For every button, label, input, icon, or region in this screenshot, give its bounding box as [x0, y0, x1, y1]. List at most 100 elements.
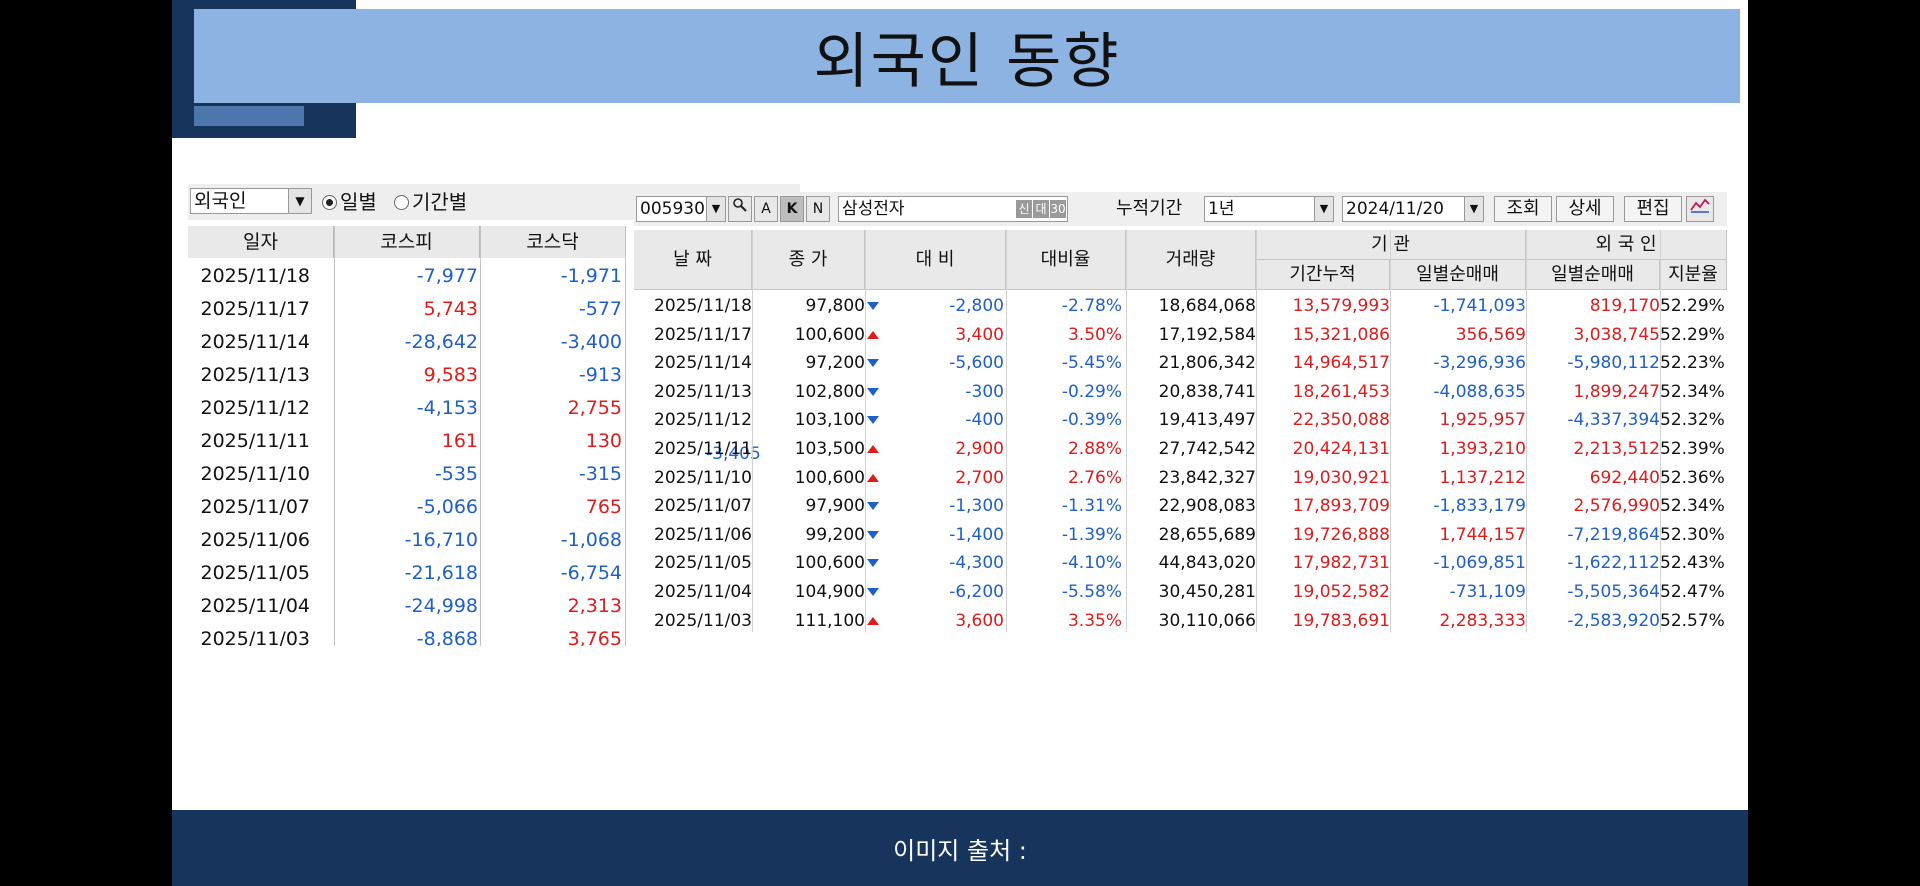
cell-inst-cum: 19,052,582 — [1292, 581, 1390, 602]
radio-period[interactable]: 기간별 — [394, 190, 467, 214]
cell-foreign-daily: -1,622,112 — [1567, 553, 1660, 574]
col-header-change[interactable]: 대 비 — [865, 230, 1006, 290]
magnifier-icon[interactable] — [728, 196, 752, 222]
market-a-button[interactable]: A — [754, 196, 778, 222]
period-select[interactable]: 1년 ▼ — [1204, 196, 1334, 222]
period-label: 누적기간 — [1116, 198, 1183, 219]
cell-change: 2,700 — [955, 467, 1004, 488]
table-row[interactable]: 2025/11/10 100,600 2,700 2.76% 23,842,327 19,… — [634, 464, 1727, 493]
table-row[interactable]: 2025/11/12 103,100 -400 -0.39% 19,413,497 22,… — [634, 406, 1727, 435]
table-row[interactable]: 2025/11/04 -24,998 2,313 — [188, 590, 800, 623]
investor-select[interactable]: 외국인 ▼ — [190, 188, 312, 214]
table-row[interactable]: 2025/11/18 -7,977 -1,971 — [188, 260, 800, 293]
cell-foreign-daily: 819,170 — [1589, 296, 1660, 316]
radio-selected-icon[interactable] — [322, 194, 337, 210]
chevron-down-icon[interactable]: ▼ — [288, 189, 311, 213]
market-rows: 2025/11/18 -7,977 -1,971 2025/11/17 5,743 -57… — [188, 260, 800, 646]
cell-inst-cum: 19,030,921 — [1292, 467, 1390, 488]
table-row[interactable]: 2025/11/05 100,600 -4,300 -4.10% 44,843,020 1… — [634, 549, 1727, 578]
table-row[interactable]: 2025/11/11 161 130 — [188, 425, 800, 458]
cell-kospi: -4,153 — [416, 397, 478, 419]
radio-daily[interactable]: 일별 — [322, 190, 377, 214]
table-row[interactable]: 2025/11/14 97,200 -5,600 -5.45% 21,806,342 14… — [634, 349, 1727, 378]
triangle-up-icon — [867, 473, 879, 482]
cell-foreign-daily: 2,213,512 — [1573, 438, 1660, 459]
cell-inst-daily: 356,569 — [1455, 324, 1526, 345]
market-k-button[interactable]: K — [780, 196, 804, 222]
col-header-inst-cumulative[interactable]: 기간누적 — [1256, 260, 1390, 290]
column-divider — [1256, 230, 1257, 632]
chevron-down-icon[interactable]: ▼ — [1464, 197, 1483, 221]
cell-share: 52.47% — [1660, 581, 1725, 602]
cell-date: 2025/11/05 — [200, 562, 310, 584]
table-row[interactable]: 2025/11/06 99,200 -1,400 -1.39% 28,655,689 19… — [634, 521, 1727, 550]
table-row[interactable]: 2025/11/03 -8,868 3,765 — [188, 623, 800, 646]
col-header-volume[interactable]: 거래량 — [1126, 230, 1256, 290]
table-row[interactable]: 2025/11/07 -5,066 765 — [188, 491, 800, 524]
table-row[interactable]: 2025/11/05 -21,618 -6,754 — [188, 557, 800, 590]
column-divider — [1126, 230, 1127, 632]
cell-date: 2025/11/18 — [200, 265, 310, 287]
triangle-down-icon — [867, 359, 879, 368]
column-divider — [1660, 230, 1661, 632]
table-row[interactable]: 2025/11/17 5,743 -577 — [188, 293, 800, 326]
cell-date: 2025/11/07 — [200, 496, 310, 518]
table-row[interactable]: 2025/11/13 9,583 -913 — [188, 359, 800, 392]
table-row[interactable]: 2025/11/14 -28,642 -3,400 — [188, 326, 800, 359]
cell-date: 2025/11/04 — [654, 581, 752, 602]
edit-button[interactable]: 편집 — [1624, 196, 1682, 222]
cell-inst-daily: 2,283,333 — [1439, 610, 1526, 631]
table-row[interactable]: 2025/11/17 100,600 3,400 3.50% 17,192,584 15,… — [634, 321, 1727, 350]
col-group-institution[interactable]: 기 관 — [1256, 230, 1526, 260]
col-header-foreign-daily[interactable]: 일별순매매 — [1526, 260, 1660, 290]
search-button[interactable]: 조회 — [1494, 196, 1552, 222]
cell-close: 100,600 — [794, 553, 865, 574]
cell-inst-daily: 1,925,957 — [1439, 410, 1526, 431]
cell-share: 52.43% — [1660, 553, 1725, 574]
col-header-change-rate[interactable]: 대비율 — [1006, 230, 1126, 290]
table-row[interactable]: 2025/11/18 97,800 -2,800 -2.78% 18,684,068 13… — [634, 292, 1727, 321]
col-header-kosdaq[interactable]: 코스닥 — [480, 226, 626, 258]
date-select[interactable]: 2024/11/20 ▼ — [1342, 196, 1484, 222]
table-row[interactable]: 2025/11/10 -535 -315 — [188, 458, 800, 491]
column-divider — [1526, 230, 1527, 632]
col-header-date[interactable]: 날 짜 — [634, 230, 752, 290]
table-row[interactable]: 2025/11/03 111,100 3,600 3.35% 30,110,066 19,… — [634, 607, 1727, 632]
col-header-close[interactable]: 종 가 — [752, 230, 865, 290]
chevron-down-icon[interactable]: ▼ — [706, 197, 725, 221]
cell-foreign-daily: -5,980,112 — [1567, 353, 1660, 374]
col-header-kospi[interactable]: 코스피 — [334, 226, 480, 258]
chevron-down-icon[interactable]: ▼ — [1314, 197, 1333, 221]
cell-close: 100,600 — [794, 467, 865, 488]
cell-date: 2025/11/12 — [654, 410, 752, 431]
cell-date: 2025/11/11 — [654, 438, 752, 459]
cell-rate: -4.10% — [1061, 553, 1122, 574]
radio-unselected-icon[interactable] — [394, 194, 409, 210]
cell-date: 2025/11/13 — [654, 381, 752, 402]
cell-inst-daily: -1,741,093 — [1433, 296, 1526, 316]
right-toolbar: 005930 ▼ A K N 삼성전자 신 대 30 누적기간 1년 ▼ 202… — [634, 192, 1727, 226]
col-header-date[interactable]: 일자 — [188, 226, 334, 258]
cell-rate: -2.78% — [1061, 296, 1122, 316]
table-row[interactable]: 2025/11/04 104,900 -6,200 -5.58% 30,450,281 1… — [634, 578, 1727, 607]
col-group-foreign[interactable]: 외 국 인 — [1526, 230, 1727, 260]
line-chart-icon[interactable] — [1686, 196, 1714, 222]
market-n-button[interactable]: N — [806, 196, 830, 222]
stock-code-input[interactable]: 005930 ▼ — [636, 196, 726, 222]
cell-change: 3,400 — [955, 324, 1004, 345]
table-row[interactable]: 2025/11/07 97,900 -1,300 -1.31% 22,908,083 17… — [634, 492, 1727, 521]
column-divider — [865, 230, 866, 632]
col-header-foreign-share[interactable]: 지분율 — [1660, 260, 1727, 290]
cell-share: 52.23% — [1660, 353, 1725, 374]
table-row[interactable]: 2025/11/12 -4,153 2,755 — [188, 392, 800, 425]
table-row[interactable]: 2025/11/06 -16,710 -1,068 — [188, 524, 800, 557]
cell-kospi: -7,977 — [416, 265, 478, 287]
cell-date: 2025/11/17 — [200, 298, 310, 320]
cell-kosdaq: -913 — [578, 364, 622, 386]
table-row[interactable]: 2025/11/11 103,500 2,900 2.88% 27,742,542 20,… — [634, 435, 1727, 464]
detail-button[interactable]: 상세 — [1556, 196, 1614, 222]
table-row[interactable]: 2025/11/13 102,800 -300 -0.29% 20,838,741 18,… — [634, 378, 1727, 407]
triangle-up-icon — [867, 444, 879, 453]
col-header-inst-daily[interactable]: 일별순매매 — [1390, 260, 1526, 290]
cell-share: 52.36% — [1660, 467, 1725, 488]
